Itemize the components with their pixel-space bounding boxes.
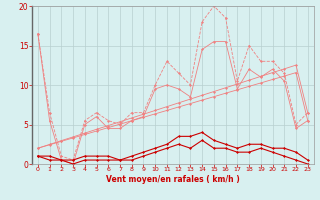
X-axis label: Vent moyen/en rafales ( km/h ): Vent moyen/en rafales ( km/h ) xyxy=(106,175,240,184)
